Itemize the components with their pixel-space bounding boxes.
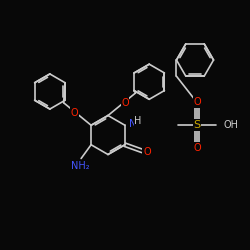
Text: O: O	[193, 97, 201, 107]
Text: OH: OH	[223, 120, 238, 130]
Text: O: O	[143, 147, 151, 157]
Text: NH₂: NH₂	[71, 160, 90, 170]
Text: O: O	[193, 143, 201, 153]
Text: N: N	[129, 119, 136, 129]
Text: S: S	[194, 120, 200, 130]
Text: H: H	[134, 116, 142, 126]
Text: O: O	[70, 108, 78, 118]
Text: O: O	[121, 98, 129, 108]
